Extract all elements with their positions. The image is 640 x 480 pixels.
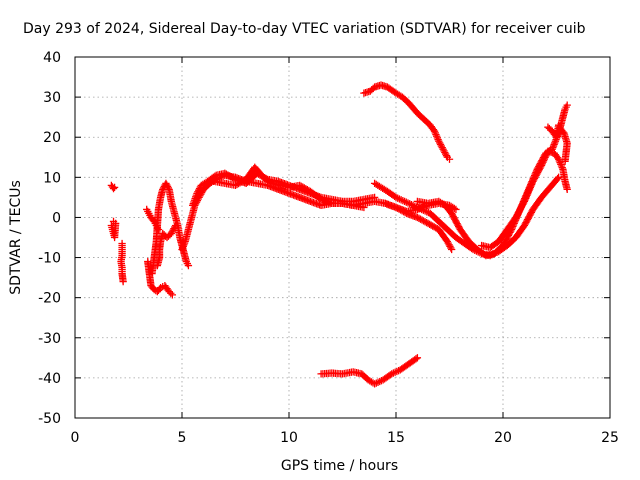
chart-title: Day 293 of 2024, Sidereal Day-to-day VTE… bbox=[23, 21, 586, 37]
y-tick-label: -10 bbox=[38, 251, 61, 267]
series-track-q bbox=[317, 354, 422, 388]
data-point bbox=[119, 277, 127, 286]
data-point bbox=[561, 157, 569, 165]
data-point bbox=[554, 173, 563, 181]
series-track-p bbox=[360, 81, 454, 163]
y-tick-label: -40 bbox=[38, 371, 61, 387]
data-point bbox=[110, 183, 119, 192]
series-track-n bbox=[477, 147, 571, 252]
x-tick-label: 0 bbox=[71, 430, 80, 446]
series-track-j bbox=[210, 163, 368, 212]
y-tick-label: -20 bbox=[38, 291, 61, 307]
x-tick-label: 10 bbox=[280, 430, 298, 446]
y-tick-label: -30 bbox=[38, 331, 61, 347]
series-track-l bbox=[381, 199, 456, 254]
x-tick-label: 20 bbox=[494, 430, 512, 446]
series-track-g bbox=[148, 179, 193, 278]
x-tick-label: 15 bbox=[387, 430, 405, 446]
y-tick-label: -50 bbox=[38, 411, 61, 427]
y-tick-label: 0 bbox=[52, 210, 61, 226]
data-point bbox=[360, 203, 368, 212]
data-point bbox=[184, 261, 193, 270]
data-point bbox=[413, 354, 422, 362]
data-point bbox=[370, 193, 379, 202]
data-point bbox=[563, 185, 571, 194]
y-tick-label: 10 bbox=[43, 170, 61, 186]
plot-frame bbox=[74, 56, 611, 419]
x-tick-label: 5 bbox=[178, 430, 187, 446]
data-point bbox=[168, 291, 177, 299]
x-axis-label: GPS time / hours bbox=[281, 458, 398, 474]
data-point bbox=[452, 205, 460, 214]
series-track-o bbox=[544, 121, 571, 165]
grid-layer bbox=[75, 57, 610, 418]
data-point bbox=[109, 217, 118, 226]
x-tick-label: 25 bbox=[601, 430, 619, 446]
data-layer bbox=[107, 81, 571, 388]
y-tick-label: 30 bbox=[43, 90, 61, 106]
series-track-b bbox=[107, 217, 120, 242]
series-track-a bbox=[107, 181, 119, 193]
y-tick-label: 20 bbox=[43, 130, 61, 146]
series-track-c bbox=[117, 239, 127, 286]
y-tick-label: 40 bbox=[43, 50, 61, 66]
tick-layer: 0 5 10 15 20 25 -50 -40 -30 -20 -10 0 10 20 30 40 bbox=[38, 50, 619, 446]
data-point bbox=[563, 101, 571, 109]
series-track-m bbox=[413, 101, 571, 260]
data-point bbox=[109, 184, 118, 193]
data-point bbox=[553, 174, 562, 183]
data-point bbox=[447, 245, 456, 254]
series-track-f bbox=[153, 221, 180, 270]
data-point bbox=[445, 155, 454, 163]
y-axis-label: SDTVAR / TECUs bbox=[8, 180, 24, 295]
